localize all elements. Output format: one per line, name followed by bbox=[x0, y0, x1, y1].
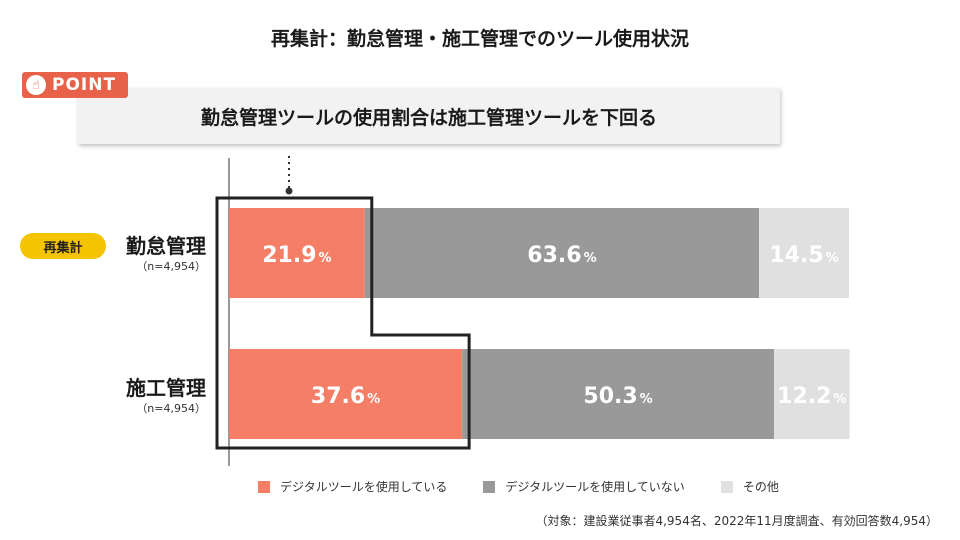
legend-item-not-uses: デジタルツールを使用していない bbox=[483, 478, 685, 495]
legend-swatch-not-uses bbox=[483, 480, 496, 493]
bar-attendance-not-uses bbox=[364, 208, 760, 298]
legend-item-other: その他 bbox=[720, 478, 779, 495]
legend-label-uses: デジタルツールを使用している bbox=[280, 480, 448, 494]
bar-construction-uses bbox=[229, 349, 463, 439]
data-label-attendance-uses: 21.9% bbox=[262, 243, 331, 268]
legend-swatch-uses bbox=[258, 480, 270, 493]
footnote: （対象：建設業従事者4,954名、2022年11月度調査、有効回答数4,954） bbox=[535, 514, 938, 528]
data-label-attendance-other: 14.5% bbox=[769, 243, 838, 268]
data-label-construction-other: 12.2% bbox=[777, 384, 846, 409]
bar-attendance-other bbox=[759, 208, 849, 298]
category-n-construction: （n=4,954） bbox=[136, 402, 206, 415]
data-label-construction-uses: 37.6% bbox=[311, 384, 380, 409]
callout-dot bbox=[285, 187, 293, 195]
data-label-attendance-not-uses: 63.6% bbox=[527, 243, 596, 268]
point-message: 勤怠管理ツールの使用割合は施工管理ツールを下回る bbox=[78, 88, 780, 144]
bar-construction-not-uses bbox=[462, 349, 774, 439]
point-badge: ☝ POINT bbox=[22, 72, 129, 98]
legend-item-uses: デジタルツールを使用している bbox=[258, 478, 447, 495]
chart-legend: デジタルツールを使用している デジタルツールを使用していない その他 bbox=[258, 478, 815, 495]
bar-construction-other bbox=[773, 349, 850, 439]
legend-label-other: その他 bbox=[742, 480, 779, 494]
category-label-attendance: 勤怠管理 bbox=[126, 234, 206, 258]
category-label-construction: 施工管理 bbox=[126, 376, 206, 400]
highlight-outline bbox=[215, 196, 471, 450]
point-badge-label: POINT bbox=[52, 75, 117, 95]
bar-attendance-uses bbox=[229, 208, 365, 298]
category-n-attendance: （n=4,954） bbox=[136, 260, 206, 273]
reaggregation-badge: 再集計 bbox=[20, 233, 106, 259]
legend-swatch-other bbox=[720, 480, 733, 493]
pointing-hand-icon: ☝ bbox=[26, 75, 46, 95]
chart-title: 再集計：勤怠管理・施工管理でのツール使用状況 bbox=[270, 28, 689, 50]
data-label-construction-not-uses: 50.3% bbox=[583, 384, 652, 409]
bars-group: 21.9% 63.6% 14.5 % 37.6% 50.3% 12.2% bbox=[229, 208, 850, 439]
legend-label-not-uses: デジタルツールを使用していない bbox=[505, 480, 685, 494]
